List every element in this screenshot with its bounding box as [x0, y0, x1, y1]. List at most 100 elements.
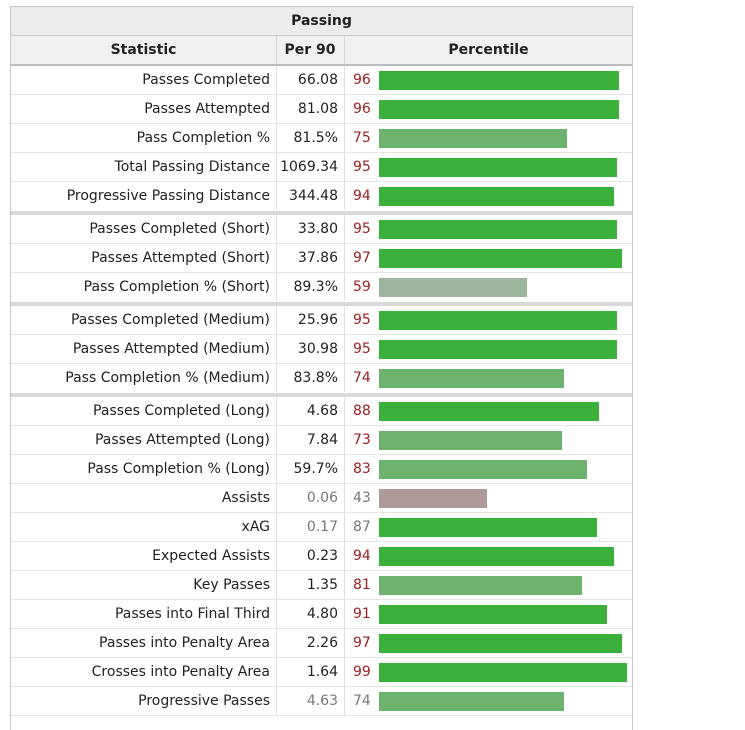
percentile-bar — [379, 340, 617, 359]
percentile-bar — [379, 460, 587, 479]
table-row: Passes Completed (Medium) 25.96 95 — [11, 306, 632, 335]
per90-value: 59.7% — [276, 455, 345, 483]
percentile-value: 59 — [353, 279, 371, 295]
percentile-bar — [379, 663, 627, 682]
table-row: Expected Assists 0.23 94 — [11, 542, 632, 571]
table-row: Pass Completion % (Long) 59.7% 83 — [11, 455, 632, 484]
percentile-value: 83 — [353, 461, 371, 477]
per90-value: 4.63 — [276, 687, 345, 715]
per90-value: 1.35 — [276, 571, 345, 599]
percentile-bar — [379, 518, 597, 537]
table-row: Progressive Passing Distance 344.48 94 — [11, 182, 632, 215]
per90-value: 2.26 — [276, 629, 345, 657]
percentile-bar — [379, 431, 562, 450]
per90-value: 89.3% — [276, 273, 345, 301]
percentile-value: 95 — [353, 159, 371, 175]
table-title: Passing — [11, 6, 632, 36]
table-row: Passes Attempted 81.08 96 — [11, 95, 632, 124]
table-row: Passes into Penalty Area 2.26 97 — [11, 629, 632, 658]
table-header: Statistic Per 90 Percentile — [11, 36, 632, 66]
per90-value: 0.17 — [276, 513, 345, 541]
percentile-value: 75 — [353, 130, 371, 146]
per90-value: 0.23 — [276, 542, 345, 570]
percentile-bar — [379, 576, 582, 595]
per90-value: 81.5% — [276, 124, 345, 152]
percentile-value: 95 — [353, 221, 371, 237]
percentile-value: 95 — [353, 312, 371, 328]
percentile-bar — [379, 71, 619, 90]
table-row: Assists 0.06 43 — [11, 484, 632, 513]
statistic-label: Passes Attempted (Long) — [11, 426, 277, 454]
per90-value: 81.08 — [276, 95, 345, 123]
percentile-bar — [379, 100, 619, 119]
percentile-value: 74 — [353, 370, 371, 386]
percentile-bar — [379, 311, 617, 330]
table-row: Pass Completion % (Short) 89.3% 59 — [11, 273, 632, 306]
per90-value: 1069.34 — [276, 153, 345, 181]
per90-value: 25.96 — [276, 306, 345, 334]
table-row: Passes Attempted (Short) 37.86 97 — [11, 244, 632, 273]
percentile-bar — [379, 278, 527, 297]
percentile-value: 91 — [353, 606, 371, 622]
percentile-value: 43 — [353, 490, 371, 506]
statistic-label: Passes Attempted (Short) — [11, 244, 277, 272]
statistic-label: Assists — [11, 484, 277, 512]
table-row: Pass Completion % 81.5% 75 — [11, 124, 632, 153]
per90-value: 0.06 — [276, 484, 345, 512]
per90-value: 30.98 — [276, 335, 345, 363]
statistic-label: xAG — [11, 513, 277, 541]
percentile-value: 96 — [353, 72, 371, 88]
statistic-label: Passes Attempted — [11, 95, 277, 123]
table-row: Passes Completed (Short) 33.80 95 — [11, 215, 632, 244]
per90-value: 344.48 — [276, 182, 345, 210]
per90-value: 7.84 — [276, 426, 345, 454]
table-row: Passes Attempted (Long) 7.84 73 — [11, 426, 632, 455]
percentile-bar — [379, 634, 622, 653]
table-row: Progressive Passes 4.63 74 — [11, 687, 632, 716]
statistic-label: Expected Assists — [11, 542, 277, 570]
statistic-label: Progressive Passes — [11, 687, 277, 715]
table-row: Passes into Final Third 4.80 91 — [11, 600, 632, 629]
percentile-value: 74 — [353, 693, 371, 709]
percentile-bar — [379, 249, 622, 268]
statistic-label: Pass Completion % (Long) — [11, 455, 277, 483]
statistic-label: Passes Completed (Medium) — [11, 306, 277, 334]
percentile-bar — [379, 605, 607, 624]
table-row: Key Passes 1.35 81 — [11, 571, 632, 600]
percentile-value: 87 — [353, 519, 371, 535]
table-row: Passes Attempted (Medium) 30.98 95 — [11, 335, 632, 364]
header-percentile[interactable]: Percentile — [448, 42, 529, 58]
percentile-value: 97 — [353, 250, 371, 266]
header-per90[interactable]: Per 90 — [276, 36, 345, 64]
statistic-label: Passes Completed (Long) — [11, 397, 277, 425]
statistic-label: Pass Completion % — [11, 124, 277, 152]
percentile-value: 95 — [353, 341, 371, 357]
statistic-label: Crosses into Penalty Area — [11, 658, 277, 686]
percentile-value: 94 — [353, 188, 371, 204]
passing-table: Passing Statistic Per 90 Percentile Pass… — [10, 6, 633, 730]
percentile-value: 73 — [353, 432, 371, 448]
table-row: Pass Completion % (Medium) 83.8% 74 — [11, 364, 632, 397]
per90-value: 1.64 — [276, 658, 345, 686]
statistic-label: Passes Attempted (Medium) — [11, 335, 277, 363]
percentile-value: 88 — [353, 403, 371, 419]
per90-value: 4.80 — [276, 600, 345, 628]
table-row: Passes Completed 66.08 96 — [11, 66, 632, 95]
percentile-bar — [379, 402, 599, 421]
per90-value: 37.86 — [276, 244, 345, 272]
percentile-value: 96 — [353, 101, 371, 117]
percentile-value: 94 — [353, 548, 371, 564]
statistic-label: Passes into Final Third — [11, 600, 277, 628]
per90-value: 4.68 — [276, 397, 345, 425]
header-statistic[interactable]: Statistic — [11, 36, 277, 64]
per90-value: 33.80 — [276, 215, 345, 243]
per90-value: 83.8% — [276, 364, 345, 392]
percentile-value: 81 — [353, 577, 371, 593]
per90-value: 66.08 — [276, 66, 345, 94]
statistic-label: Passes Completed — [11, 66, 277, 94]
percentile-bar — [379, 187, 614, 206]
percentile-bar — [379, 220, 617, 239]
table-row: Total Passing Distance 1069.34 95 — [11, 153, 632, 182]
statistic-label: Pass Completion % (Short) — [11, 273, 277, 301]
table-row: xAG 0.17 87 — [11, 513, 632, 542]
